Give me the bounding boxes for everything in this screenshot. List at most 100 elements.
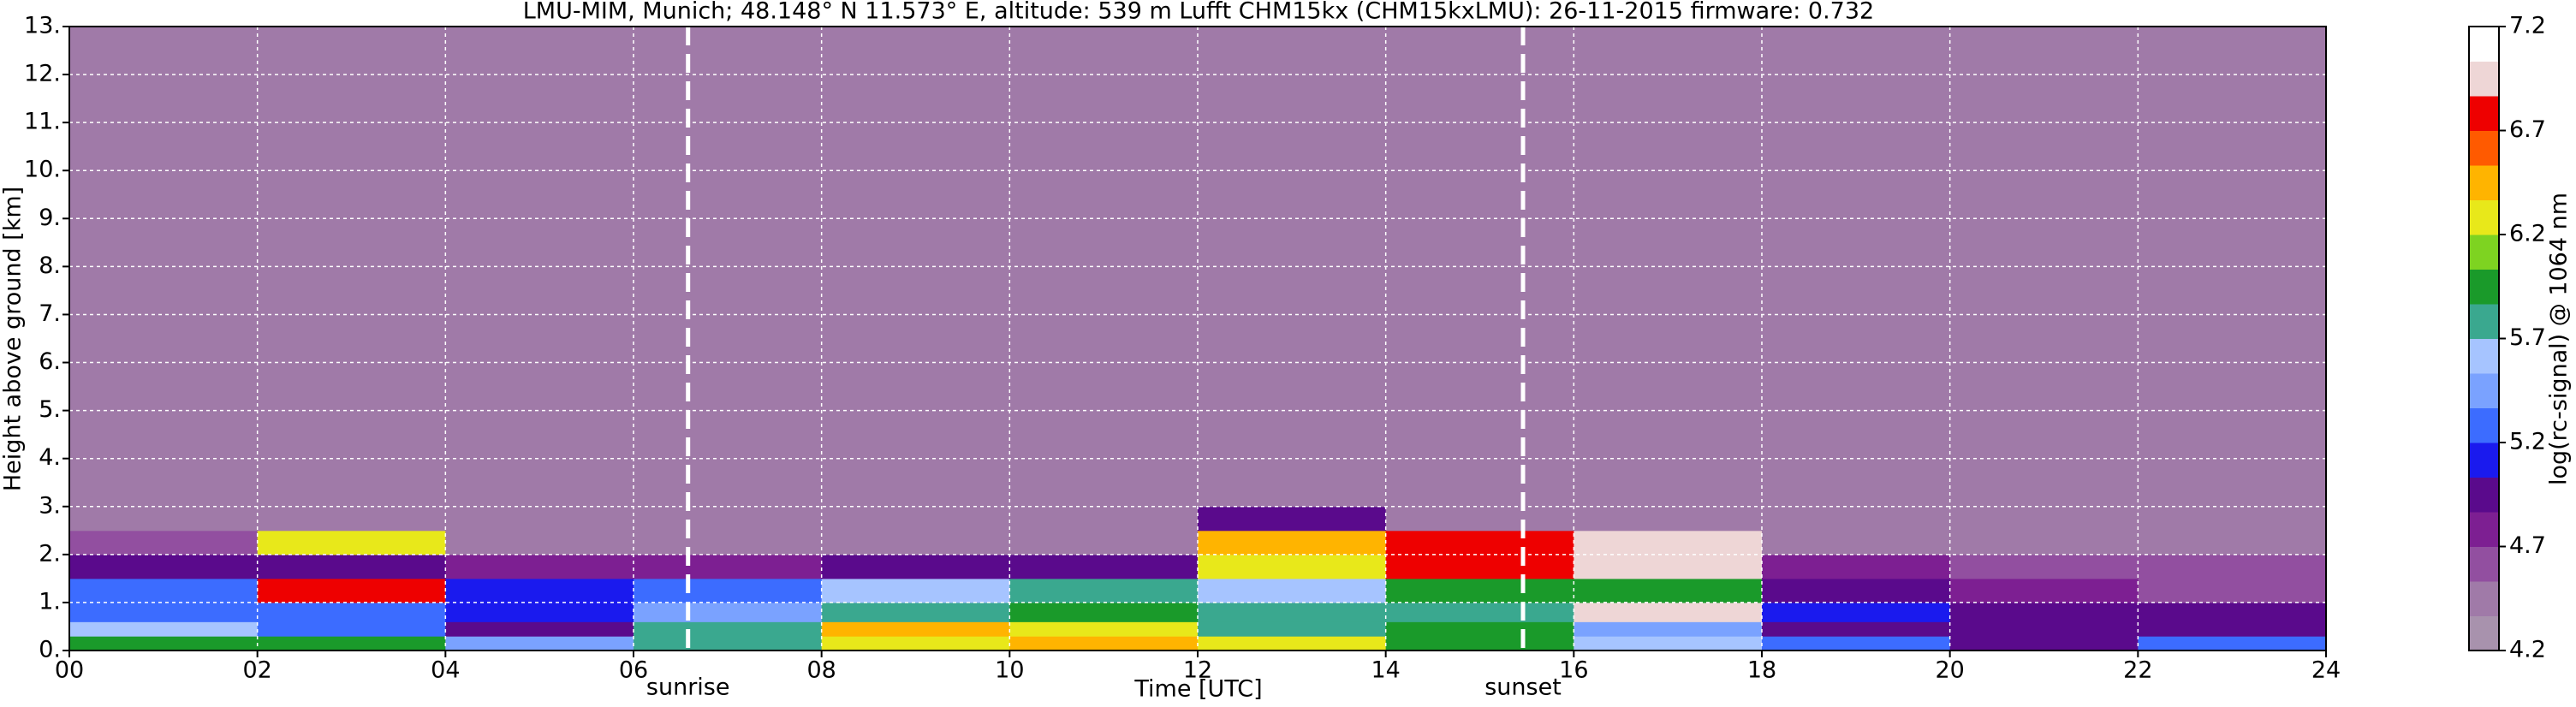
heatmap-cell [1762,530,1951,556]
colorbar-swatch [2469,235,2499,270]
x-tick-label: 22 [2123,657,2152,684]
x-tick-label: 16 [1559,657,1588,684]
x-tick-label: 10 [995,657,1024,684]
colorbar-swatch [2469,130,2499,166]
heatmap-cell [2138,621,2327,637]
heatmap-cell [1009,506,1199,532]
heatmap-cell [2138,554,2327,579]
heatmap-cell [1198,636,1387,651]
heatmap-cell [69,602,259,622]
event-label: sunset [1484,674,1562,701]
colorbar-label: log(rc-signal) @ 1064 nm [2546,193,2573,485]
y-tick-label: 13. [24,13,61,39]
colorbar-swatch [2469,199,2499,235]
heatmap-cell [69,621,259,637]
x-tick-label: 06 [619,657,648,684]
heatmap-cell [821,621,1010,637]
heatmap-cell [634,621,823,637]
colorbar-swatch [2469,27,2499,62]
heatmap-cell [1198,602,1387,622]
y-tick-label: 6. [39,348,61,375]
heatmap-cell [1198,578,1387,603]
x-tick-label: 02 [242,657,271,684]
heatmap-cell [2138,506,2327,532]
heatmap-cell [634,554,823,579]
y-tick-label: 5. [39,396,61,423]
heatmap-cell [634,602,823,622]
y-tick-label: 11. [24,109,61,135]
heatmap-cell [1385,602,1574,622]
heatmap-cell [1198,530,1387,556]
heatmap-cell [69,636,259,651]
y-tick-label: 9. [39,205,61,231]
heatmap-cell [2138,636,2327,651]
colorbar-swatch [2469,269,2499,305]
heatmap-cell [69,27,259,508]
heatmap-cell [257,578,446,603]
x-tick-label: 08 [806,657,836,684]
colorbar-swatch [2469,407,2499,443]
heatmap-cell [634,636,823,651]
y-tick-label: 7. [39,300,61,327]
heatmap-cell [2138,530,2327,556]
heatmap-cell [445,506,634,532]
heatmap-cell [1574,530,1763,556]
x-tick-label: 00 [55,657,84,684]
heatmap-cell [634,530,823,556]
x-axis-label: Time [UTC] [1133,676,1262,703]
colorbar-swatch [2469,373,2499,408]
heatmap-cell [257,621,446,637]
heatmap-cell [1574,602,1763,622]
heatmap-cell [445,621,634,637]
heatmap-cell [257,530,446,556]
colorbar-swatch [2469,61,2499,97]
colorbar-swatch [2469,615,2499,651]
heatmap-cell [69,554,259,579]
heatmap-cell [1198,621,1387,637]
heatmap-cell [1385,554,1574,579]
heatmap-cell [1574,578,1763,603]
event-label: sunrise [646,674,730,701]
y-tick-label: 4. [39,444,61,471]
colorbar-tick-label: 5.7 [2509,324,2546,351]
y-tick-label: 8. [39,253,61,279]
heatmap-cell [1009,621,1199,637]
heatmap-cell [1949,578,2139,603]
heatmap-cell [1949,602,2139,622]
heatmap-cell [1949,506,2139,532]
heatmap-cell [69,530,259,556]
colorbar-swatch [2469,165,2499,200]
heatmap-cell [1385,506,1574,532]
colorbar-swatch [2469,512,2499,547]
heatmap-cell [445,602,634,622]
heatmap-cell [1385,530,1574,556]
y-tick-label: 10. [24,157,61,183]
heatmap-cell [257,506,446,532]
heatmap-cell [1009,602,1199,622]
heatmap-cell [634,506,823,532]
x-tick-label: 24 [2311,657,2341,684]
heatmap-cell [1762,621,1951,637]
heatmap-cell [1574,621,1763,637]
heatmap-cell [1574,554,1763,579]
heatmap-cell [1949,636,2139,651]
y-tick-label: 2. [39,540,61,567]
heatmap-cell [634,578,823,603]
colorbar-swatch [2469,546,2499,582]
y-tick-label: 12. [24,61,61,87]
y-axis-label: Height above ground [km] [0,187,27,491]
heatmap-cell [257,636,446,651]
colorbar-swatch [2469,477,2499,513]
colorbar-swatch [2469,96,2499,131]
x-tick-label: 18 [1747,657,1776,684]
colorbar-swatch [2469,338,2499,374]
colorbar-tick-label: 7.2 [2509,13,2546,39]
y-tick-label: 0. [39,637,61,663]
heatmap-cell [821,530,1010,556]
heatmap-cell [1574,636,1763,651]
heatmap-cell [1009,554,1199,579]
heatmap-cell [2138,602,2327,622]
heatmap-cell [445,554,634,579]
colorbar-tick-label: 6.7 [2509,116,2546,143]
